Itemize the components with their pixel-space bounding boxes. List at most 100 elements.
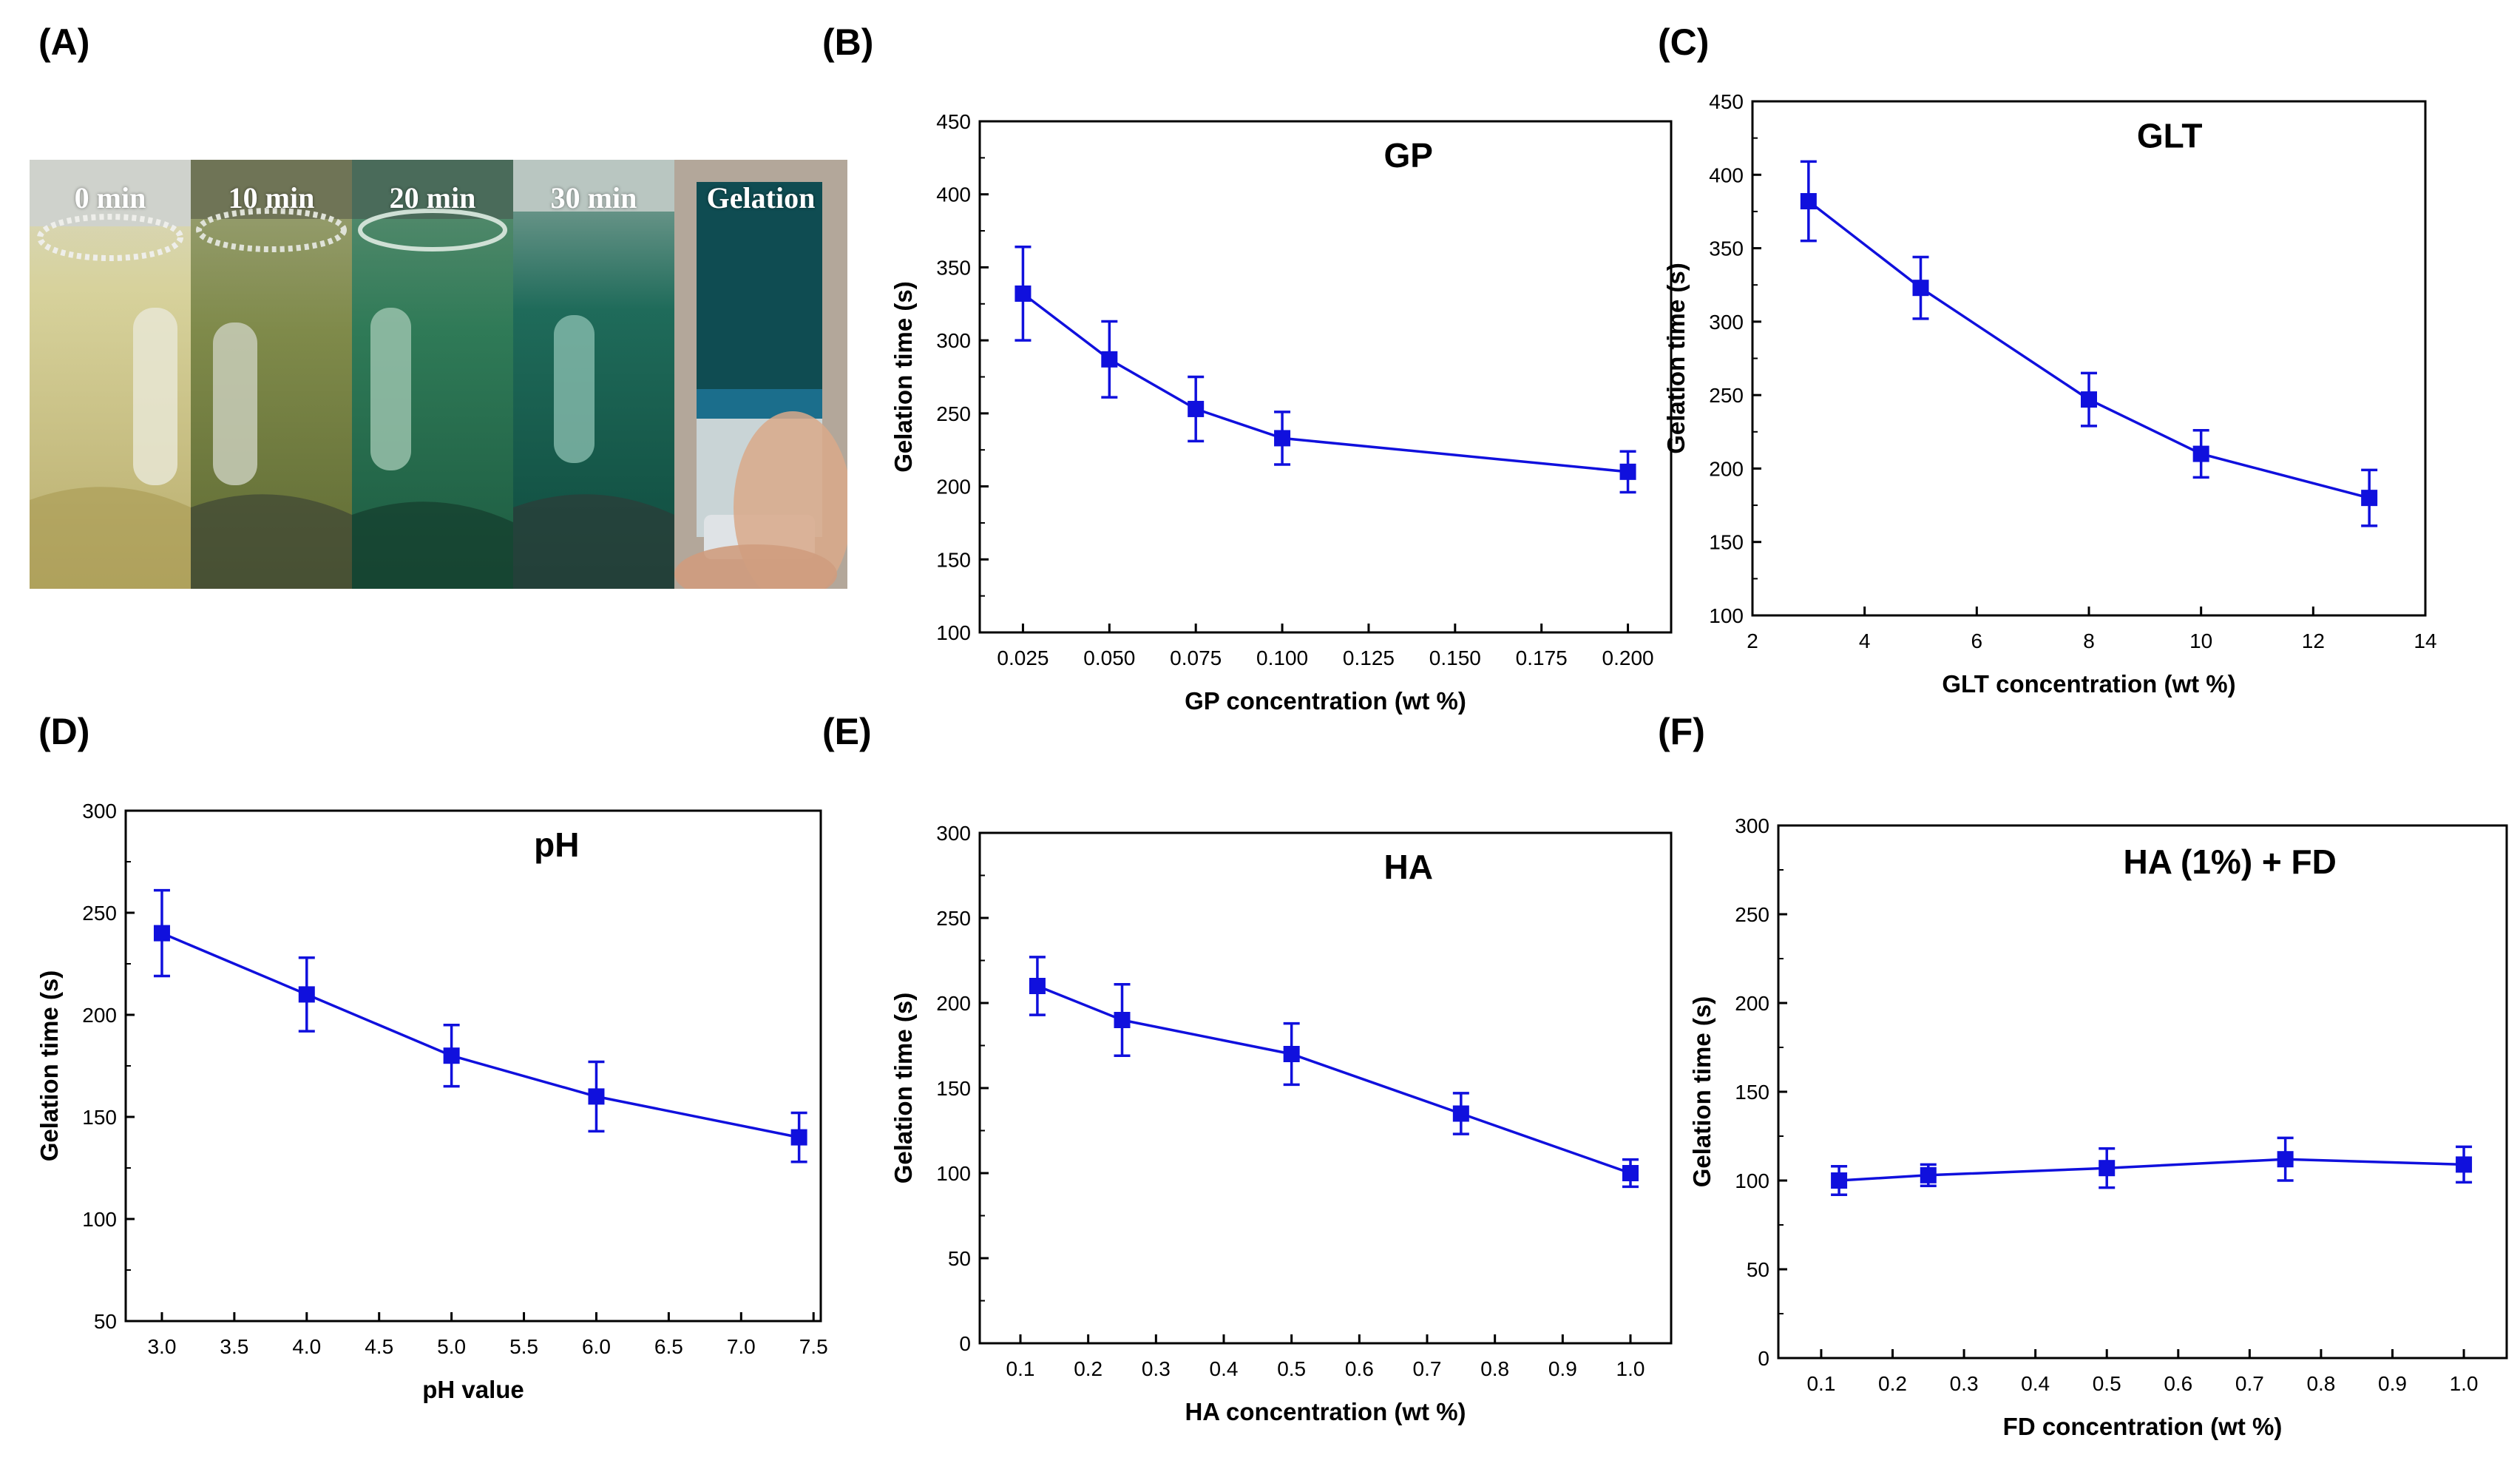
x-tick-label: 5.5 bbox=[509, 1335, 538, 1358]
chart-title: pH bbox=[534, 825, 579, 864]
data-point bbox=[1029, 978, 1046, 994]
y-tick-label: 150 bbox=[82, 1106, 117, 1129]
y-tick-label: 150 bbox=[1735, 1081, 1769, 1104]
y-axis-label: Gelation time (s) bbox=[1688, 996, 1715, 1188]
vial-label: 0 min bbox=[74, 181, 146, 215]
x-tick-label: 0.7 bbox=[2235, 1372, 2264, 1395]
x-tick-label: 0.200 bbox=[1602, 646, 1654, 669]
x-axis-label: FD concentration (wt %) bbox=[2003, 1413, 2283, 1440]
x-tick-label: 6.5 bbox=[654, 1335, 683, 1358]
x-tick-label: 14 bbox=[2414, 629, 2436, 652]
data-point bbox=[2456, 1156, 2473, 1173]
y-tick-label: 400 bbox=[936, 183, 971, 206]
y-tick-label: 250 bbox=[82, 902, 117, 925]
x-tick-label: 1.0 bbox=[2450, 1372, 2479, 1395]
x-axis-label: HA concentration (wt %) bbox=[1185, 1398, 1466, 1425]
x-tick-label: 4 bbox=[1859, 629, 1871, 652]
x-tick-label: 6 bbox=[1971, 629, 1983, 652]
data-point bbox=[2277, 1151, 2294, 1168]
y-tick-label: 150 bbox=[936, 1077, 971, 1100]
x-tick-label: 0.3 bbox=[1142, 1357, 1171, 1380]
x-tick-label: 0.5 bbox=[1277, 1357, 1306, 1380]
y-tick-label: 450 bbox=[936, 110, 971, 133]
x-tick-label: 10 bbox=[2189, 629, 2212, 652]
x-tick-label: 3.0 bbox=[147, 1335, 176, 1358]
vial-label: 20 min bbox=[389, 181, 476, 215]
y-tick-label: 350 bbox=[1709, 237, 1744, 260]
vial-label: 10 min bbox=[228, 181, 315, 215]
data-point bbox=[1283, 1046, 1300, 1062]
data-point bbox=[1619, 463, 1636, 480]
x-tick-label: 7.0 bbox=[727, 1335, 756, 1358]
y-tick-label: 0 bbox=[1758, 1347, 1769, 1370]
data-point bbox=[1114, 1012, 1131, 1028]
x-tick-label: 0.6 bbox=[2164, 1372, 2192, 1395]
vial-photo-gelation: Gelation bbox=[674, 160, 847, 589]
data-point bbox=[2099, 1160, 2116, 1177]
y-tick-label: 100 bbox=[82, 1208, 117, 1231]
y-tick-label: 350 bbox=[936, 256, 971, 279]
y-tick-label: 200 bbox=[936, 476, 971, 499]
y-tick-label: 50 bbox=[94, 1310, 117, 1333]
panel-label-b: (B) bbox=[822, 21, 874, 63]
x-tick-label: 0.2 bbox=[1878, 1372, 1907, 1395]
panel-label-d: (D) bbox=[38, 711, 90, 752]
x-tick-label: 0.1 bbox=[1006, 1357, 1035, 1380]
x-tick-label: 1.0 bbox=[1616, 1357, 1645, 1380]
y-axis-label: Gelation time (s) bbox=[1662, 263, 1690, 454]
x-tick-label: 8 bbox=[2083, 629, 2095, 652]
x-tick-label: 0.1 bbox=[1806, 1372, 1835, 1395]
vial-photo-10min: 10 min bbox=[191, 160, 352, 589]
y-tick-label: 200 bbox=[936, 992, 971, 1015]
x-tick-label: 7.5 bbox=[799, 1335, 828, 1358]
vial-label: 30 min bbox=[550, 181, 637, 215]
x-tick-label: 0.9 bbox=[2378, 1372, 2407, 1395]
x-axis-label: GLT concentration (wt %) bbox=[1942, 670, 2235, 698]
vial-gelation-image bbox=[674, 160, 847, 589]
x-tick-label: 0.4 bbox=[2021, 1372, 2050, 1395]
chart-title: GLT bbox=[2137, 117, 2203, 155]
data-point bbox=[1101, 351, 1118, 368]
y-tick-label: 250 bbox=[1735, 903, 1769, 926]
data-point bbox=[2081, 391, 2097, 408]
data-point bbox=[2192, 445, 2209, 462]
x-tick-label: 0.175 bbox=[1516, 646, 1568, 669]
x-tick-label: 12 bbox=[2302, 629, 2325, 652]
data-point bbox=[153, 925, 170, 942]
x-tick-label: 0.8 bbox=[2306, 1372, 2335, 1395]
x-tick-label: 0.3 bbox=[1950, 1372, 1979, 1395]
y-tick-label: 300 bbox=[1709, 311, 1744, 334]
data-point bbox=[588, 1088, 605, 1105]
vial-20min-image bbox=[352, 160, 513, 589]
vial-0min-image bbox=[30, 160, 191, 589]
y-axis-label: Gelation time (s) bbox=[890, 993, 917, 1184]
x-tick-label: 3.5 bbox=[220, 1335, 248, 1358]
y-tick-label: 50 bbox=[1747, 1258, 1769, 1281]
data-point bbox=[1920, 1166, 1937, 1183]
chart-title: GP bbox=[1383, 136, 1432, 175]
y-tick-label: 100 bbox=[1735, 1169, 1769, 1192]
x-tick-label: 4.0 bbox=[292, 1335, 321, 1358]
panel-label-f: (F) bbox=[1658, 711, 1705, 752]
x-tick-label: 0.2 bbox=[1074, 1357, 1102, 1380]
data-point bbox=[298, 986, 315, 1003]
x-tick-label: 2 bbox=[1747, 629, 1758, 652]
vial-photo-0min: 0 min bbox=[30, 160, 191, 589]
x-tick-label: 0.9 bbox=[1548, 1357, 1577, 1380]
panel-label-c: (C) bbox=[1658, 21, 1710, 63]
vial-photo-30min: 30 min bbox=[513, 160, 674, 589]
x-tick-label: 0.8 bbox=[1480, 1357, 1509, 1380]
data-point bbox=[2361, 490, 2378, 507]
y-tick-label: 300 bbox=[82, 800, 117, 823]
data-point bbox=[1188, 400, 1205, 417]
y-tick-label: 450 bbox=[1709, 90, 1744, 113]
y-tick-label: 300 bbox=[936, 329, 971, 352]
vial-30min-image bbox=[513, 160, 674, 589]
y-tick-label: 250 bbox=[936, 402, 971, 425]
data-point bbox=[1831, 1172, 1848, 1189]
data-point bbox=[1800, 193, 1817, 210]
x-tick-label: 0.7 bbox=[1413, 1357, 1442, 1380]
